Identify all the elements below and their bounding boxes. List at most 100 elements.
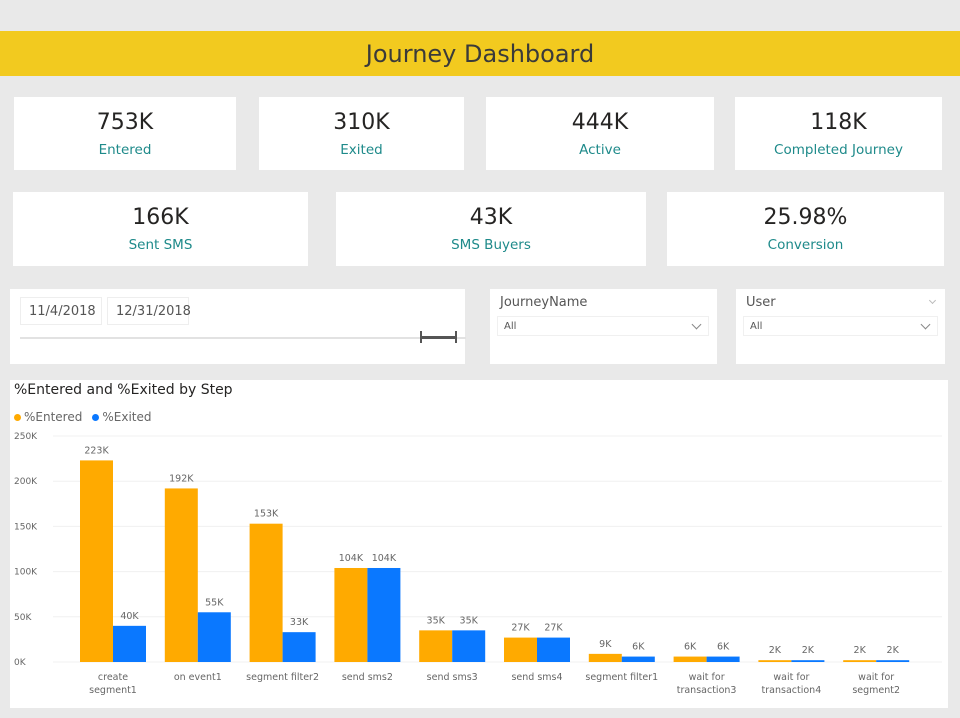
chevron-down-icon[interactable] bbox=[928, 296, 937, 305]
y-tick-label: 250K bbox=[14, 432, 38, 442]
bar-entered bbox=[843, 660, 877, 662]
legend-dot-entered bbox=[14, 414, 21, 421]
bar-entered bbox=[249, 523, 283, 662]
kpi-label: Active bbox=[579, 141, 621, 158]
x-tick-label: segment filter1 bbox=[585, 672, 658, 683]
x-tick-label: on event1 bbox=[174, 672, 222, 683]
bar-exited bbox=[452, 630, 486, 662]
bar-entered bbox=[419, 630, 453, 662]
y-tick-label: 100K bbox=[14, 568, 38, 578]
bar-entered bbox=[164, 488, 198, 662]
journey-name-slicer: JourneyName All bbox=[490, 289, 717, 364]
kpi-value: 118K bbox=[810, 109, 867, 135]
user-slicer: User All bbox=[736, 289, 945, 364]
kpi-value: 310K bbox=[333, 109, 390, 135]
kpi-card-exited: 310K Exited bbox=[259, 97, 464, 170]
start-date-input[interactable]: 11/4/2018 bbox=[20, 297, 102, 325]
y-tick-label: 150K bbox=[14, 522, 38, 532]
bar-exited bbox=[876, 660, 910, 662]
kpi-card-sent-sms: 166K Sent SMS bbox=[13, 192, 308, 266]
data-label: 6K bbox=[717, 642, 730, 653]
x-tick-label: wait for bbox=[689, 672, 725, 683]
chart-plot: 0K 50K 100K 150K 200K 250K 223K 40K create segmen… bbox=[14, 432, 942, 696]
x-tick-label: send sms2 bbox=[342, 672, 393, 683]
bar-entered bbox=[334, 567, 368, 662]
data-label: 2K bbox=[854, 645, 867, 656]
kpi-label: Completed Journey bbox=[774, 141, 903, 158]
bar-entered bbox=[80, 460, 113, 662]
bar-exited bbox=[367, 567, 401, 662]
bar-entered bbox=[588, 653, 622, 662]
data-label: 2K bbox=[887, 645, 900, 656]
date-slider-track[interactable] bbox=[20, 337, 466, 339]
kpi-value: 43K bbox=[469, 205, 513, 230]
journey-name-value: All bbox=[504, 320, 517, 332]
data-label: 9K bbox=[599, 639, 612, 650]
legend-item-exited[interactable]: %Exited bbox=[92, 410, 151, 424]
legend-label: %Exited bbox=[102, 410, 152, 424]
x-tick-label: segment1 bbox=[89, 685, 137, 696]
kpi-label: Exited bbox=[340, 141, 383, 158]
user-label: User bbox=[746, 295, 776, 310]
y-tick-label: 200K bbox=[14, 477, 38, 487]
kpi-label: Sent SMS bbox=[128, 237, 193, 253]
x-tick-label: wait for bbox=[773, 672, 809, 683]
bar-entered bbox=[673, 656, 707, 662]
bar-entered bbox=[758, 660, 792, 662]
bar-exited bbox=[791, 660, 825, 662]
bar-exited bbox=[537, 637, 570, 662]
y-tick-label: 50K bbox=[14, 613, 32, 623]
date-slider-range bbox=[420, 336, 456, 339]
legend-label: %Entered bbox=[24, 410, 83, 424]
data-label: 6K bbox=[632, 642, 645, 653]
kpi-card-entered: 753K Entered bbox=[14, 97, 236, 170]
chevron-down-icon bbox=[920, 319, 931, 330]
data-label: 27K bbox=[511, 623, 530, 634]
kpi-card-conversion: 25.98% Conversion bbox=[667, 192, 944, 266]
kpi-value: 444K bbox=[571, 109, 629, 135]
bar-exited bbox=[621, 656, 655, 662]
x-tick-label: transaction4 bbox=[762, 685, 822, 696]
data-label: 2K bbox=[802, 645, 815, 656]
user-dropdown[interactable]: All bbox=[743, 316, 938, 336]
y-tick-label: 0K bbox=[14, 658, 27, 668]
data-label: 104K bbox=[372, 553, 397, 564]
x-tick-label: segment filter2 bbox=[246, 672, 319, 683]
bar-entered bbox=[504, 637, 537, 662]
data-label: 223K bbox=[84, 445, 109, 456]
data-label: 2K bbox=[769, 645, 782, 656]
date-slider-end-handle[interactable] bbox=[455, 331, 457, 343]
kpi-label: Conversion bbox=[767, 237, 844, 253]
bar-exited bbox=[197, 612, 231, 662]
kpi-card-completed-journey: 118K Completed Journey bbox=[735, 97, 942, 170]
user-value: All bbox=[750, 320, 763, 332]
date-slider-start-handle[interactable] bbox=[420, 331, 422, 343]
header-banner: Journey Dashboard bbox=[0, 31, 960, 76]
kpi-label: Entered bbox=[98, 141, 152, 158]
x-tick-label: segment2 bbox=[852, 685, 900, 696]
data-label: 35K bbox=[460, 615, 479, 626]
data-label: 55K bbox=[205, 597, 224, 608]
legend-dot-exited bbox=[92, 414, 100, 421]
date-range-slicer: 11/4/2018 12/31/2018 bbox=[10, 289, 466, 364]
bar-exited bbox=[282, 632, 316, 662]
data-label: 27K bbox=[544, 623, 563, 634]
x-tick-label: create bbox=[98, 672, 128, 683]
data-label: 153K bbox=[254, 509, 279, 520]
legend-item-entered[interactable]: %Entered bbox=[14, 410, 82, 424]
kpi-value: 25.98% bbox=[763, 205, 848, 230]
journey-name-label: JourneyName bbox=[500, 295, 588, 310]
chart-legend: %Entered %Exited bbox=[14, 410, 151, 424]
kpi-value: 753K bbox=[96, 109, 154, 135]
end-date-input[interactable]: 12/31/2018 bbox=[107, 297, 191, 325]
kpi-value: 166K bbox=[132, 205, 189, 230]
journey-name-dropdown[interactable]: All bbox=[497, 316, 709, 336]
x-tick-label: transaction3 bbox=[677, 685, 737, 696]
kpi-card-active: 444K Active bbox=[486, 97, 714, 170]
kpi-label: SMS Buyers bbox=[451, 237, 531, 253]
data-label: 104K bbox=[339, 553, 364, 564]
x-tick-label: wait for bbox=[858, 672, 894, 683]
bar-exited bbox=[706, 656, 740, 662]
x-tick-label: send sms4 bbox=[511, 672, 562, 683]
chevron-down-icon bbox=[691, 319, 702, 330]
